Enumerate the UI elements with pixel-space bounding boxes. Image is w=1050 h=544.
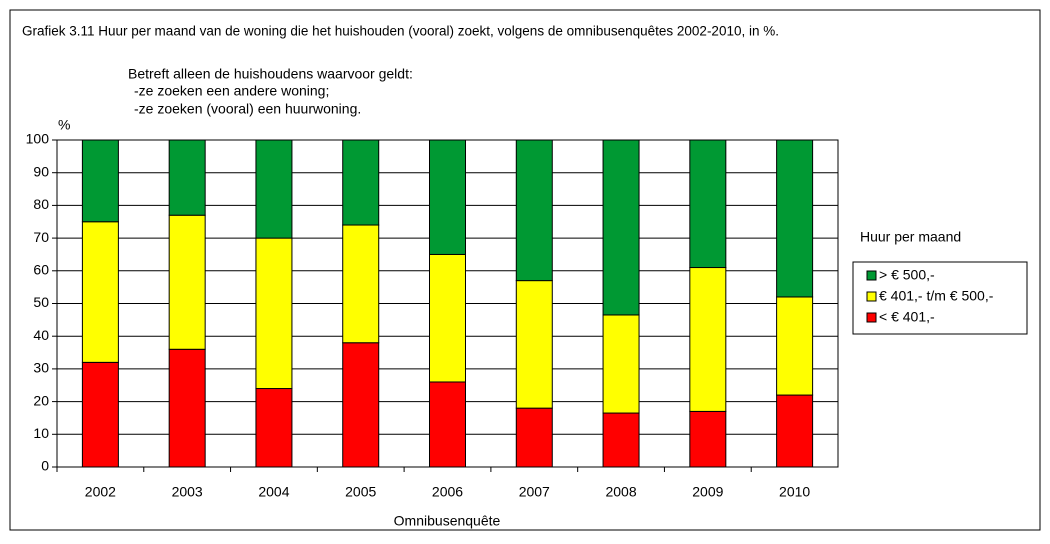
chart-title: Grafiek 3.11 Huur per maand van de wonin… — [22, 24, 779, 39]
bar-segment — [776, 394, 814, 468]
x-tick-label: 2004 — [258, 484, 289, 500]
bar-segment — [342, 139, 380, 226]
y-tick-label: 40 — [33, 327, 49, 343]
note: Betreft alleen de huishoudens waarvoor g… — [128, 66, 413, 82]
bar-segment — [168, 214, 206, 350]
x-axis-label: Omnibusenquête — [394, 513, 501, 529]
legend-box — [852, 261, 1028, 335]
legend-label: > € 500,- — [879, 267, 935, 283]
bar-segment — [776, 139, 814, 298]
bar-segment — [515, 407, 553, 468]
bar-segment — [342, 342, 380, 468]
bar-segment — [255, 237, 293, 390]
bar-segment — [429, 253, 466, 383]
x-tick-label: 2008 — [605, 484, 636, 500]
bar-segment — [429, 139, 466, 255]
legend-title: Huur per maand — [860, 229, 961, 245]
y-tick-label: 70 — [33, 229, 49, 245]
x-tick-label: 2002 — [85, 484, 116, 500]
note: -ze zoeken een andere woning; — [134, 83, 329, 99]
y-tick-label: 20 — [33, 392, 49, 408]
bar-segment — [429, 381, 466, 468]
bar-segment — [81, 361, 119, 468]
y-tick-label: 50 — [33, 294, 49, 310]
bar-segment — [689, 267, 727, 412]
y-tick-label: 60 — [33, 262, 49, 278]
y-tick-label: 100 — [26, 131, 50, 147]
bar-segment — [776, 296, 814, 396]
bar-segment — [342, 224, 380, 344]
y-axis-label: % — [58, 117, 70, 133]
bar-segment — [81, 139, 119, 223]
x-tick-label: 2005 — [345, 484, 376, 500]
bar-segment — [168, 139, 206, 216]
y-tick-label: 90 — [33, 163, 49, 179]
bar-segment — [255, 139, 293, 239]
legend-swatch — [866, 270, 877, 281]
y-tick-label: 30 — [33, 360, 49, 376]
bar-segment — [81, 221, 119, 363]
bar-segment — [515, 280, 553, 409]
bar-segment — [255, 388, 293, 468]
bar-segment — [515, 139, 553, 282]
bar-segment — [689, 410, 727, 468]
bar-segment — [602, 412, 640, 468]
y-tick-label: 10 — [33, 425, 49, 441]
bar-segment — [689, 139, 727, 269]
y-tick-label: 80 — [33, 196, 49, 212]
y-tick-label: 0 — [41, 458, 49, 474]
bar-segment — [168, 348, 206, 468]
bar-segment — [602, 314, 640, 414]
legend-label: € 401,- t/m € 500,- — [879, 288, 994, 304]
x-tick-label: 2009 — [692, 484, 723, 500]
bar-segment — [602, 139, 640, 316]
x-tick-label: 2010 — [779, 484, 810, 500]
x-tick-label: 2003 — [172, 484, 203, 500]
x-tick-label: 2006 — [432, 484, 463, 500]
legend-swatch — [866, 291, 877, 302]
legend-label: < € 401,- — [879, 309, 935, 325]
note: -ze zoeken (vooral) een huurwoning. — [134, 101, 361, 117]
x-tick-label: 2007 — [519, 484, 550, 500]
legend-swatch — [866, 312, 877, 323]
